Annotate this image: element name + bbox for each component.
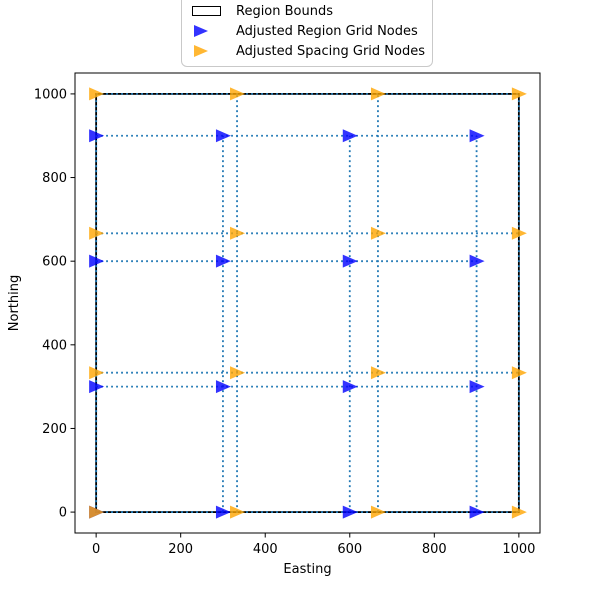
axes-frame: [74, 72, 541, 534]
spacing-grid-node-marker: [370, 366, 386, 380]
y-tick-label: 1000: [34, 87, 67, 102]
region-grid-node-marker: [469, 505, 485, 519]
region-bounds-layer: [95, 93, 520, 513]
blue-triangle-marker-icon: [194, 25, 208, 37]
axes-spines: [74, 72, 541, 534]
region-grid-node-marker: [342, 254, 358, 268]
y-tick-label: 200: [42, 422, 67, 437]
region-grid-node-marker: [215, 254, 231, 268]
spacing-grid-node-marker: [370, 505, 386, 519]
region-grid-node-marker: [89, 129, 105, 143]
x-tick-label: 1000: [502, 542, 535, 557]
legend-label: Region Bounds: [236, 3, 334, 19]
region-grid-node-marker: [342, 129, 358, 143]
spacing-grid-node-marker: [89, 366, 105, 380]
x-tick-label: 200: [168, 542, 193, 557]
y-tick-label: 800: [42, 171, 67, 186]
connector-grid-layer: [95, 93, 520, 513]
y-tick-label: 600: [42, 255, 67, 270]
legend-entry-region-grid-nodes: Adjusted Region Grid Nodes: [191, 21, 428, 41]
y-tick-label: 0: [59, 506, 67, 521]
region-grid-node-marker: [215, 129, 231, 143]
spacing-grid-node-marker: [230, 87, 246, 101]
region-bounds-swatch-icon: [192, 6, 221, 16]
region-grid-node-marker: [342, 505, 358, 519]
region-grid-node-marker: [342, 380, 358, 394]
legend-label: Adjusted Spacing Grid Nodes: [236, 43, 425, 59]
region-bounds-rect: [95, 93, 520, 513]
spacing-grid-node-marker: [230, 505, 246, 519]
x-tick-label: 800: [422, 542, 447, 557]
region-grid-node-marker: [89, 254, 105, 268]
spacing-grid-node-marker: [89, 226, 105, 240]
legend-entry-region-bounds: Region Bounds: [191, 1, 428, 21]
region-grid-node-marker: [89, 380, 105, 394]
spacing-grid-node-marker: [511, 87, 527, 101]
grid-node-markers-layer: [89, 87, 527, 519]
y-tick-label: 400: [42, 338, 67, 353]
x-tick-label: 0: [92, 542, 100, 557]
x-tick-label: 600: [337, 542, 362, 557]
x-tick-label: 400: [253, 542, 278, 557]
spacing-grid-node-marker: [511, 505, 527, 519]
spacing-grid-node-marker: [511, 226, 527, 240]
spacing-grid-node-marker: [370, 87, 386, 101]
axis-ticks-layer: 0 200 400 600 800 1000 0 200 400 600 800 1000: [34, 87, 536, 557]
x-axis-label: Easting: [283, 562, 331, 577]
legend: Region Bounds Adjusted Region Grid Nodes…: [181, 0, 433, 67]
legend-label: Adjusted Region Grid Nodes: [236, 23, 418, 39]
region-grid-node-marker: [215, 380, 231, 394]
spacing-grid-node-marker: [370, 226, 386, 240]
region-grid-node-marker: [469, 129, 485, 143]
spacing-grid-node-marker: [230, 366, 246, 380]
spacing-grid-node-marker: [511, 366, 527, 380]
orange-triangle-marker-icon: [194, 45, 208, 57]
region-grid-node-marker: [469, 380, 485, 394]
region-grid-node-marker: [215, 505, 231, 519]
spacing-grid-node-marker: [89, 87, 105, 101]
region-grid-node-marker: [469, 254, 485, 268]
spacing-grid-node-marker: [89, 505, 105, 519]
y-axis-label: Northing: [7, 275, 22, 331]
spacing-grid-node-marker: [230, 226, 246, 240]
legend-entry-spacing-grid-nodes: Adjusted Spacing Grid Nodes: [191, 41, 428, 61]
